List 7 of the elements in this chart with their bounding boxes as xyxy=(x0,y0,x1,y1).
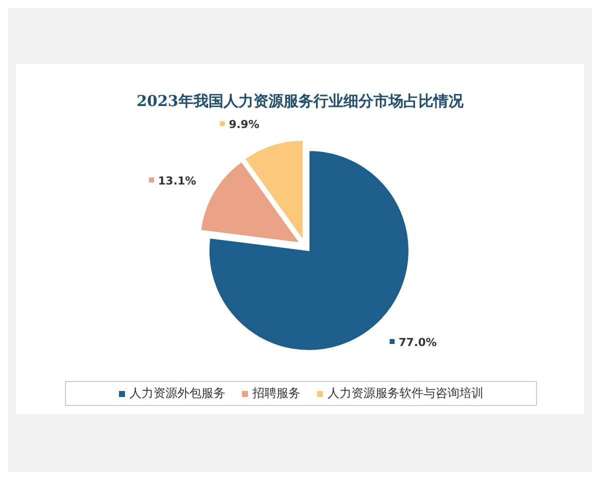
chart-title: 2023年我国人力资源服务行业细分市场占比情况 xyxy=(136,92,464,111)
legend-label: 招聘服务 xyxy=(252,385,300,402)
data-label: 9.9% xyxy=(228,118,260,132)
data-label: 77.0% xyxy=(398,336,437,350)
legend-label: 人力资源服务软件与咨询培训 xyxy=(328,385,484,402)
data-label: 13.1% xyxy=(158,174,196,188)
legend-label: 人力资源外包服务 xyxy=(130,385,226,402)
